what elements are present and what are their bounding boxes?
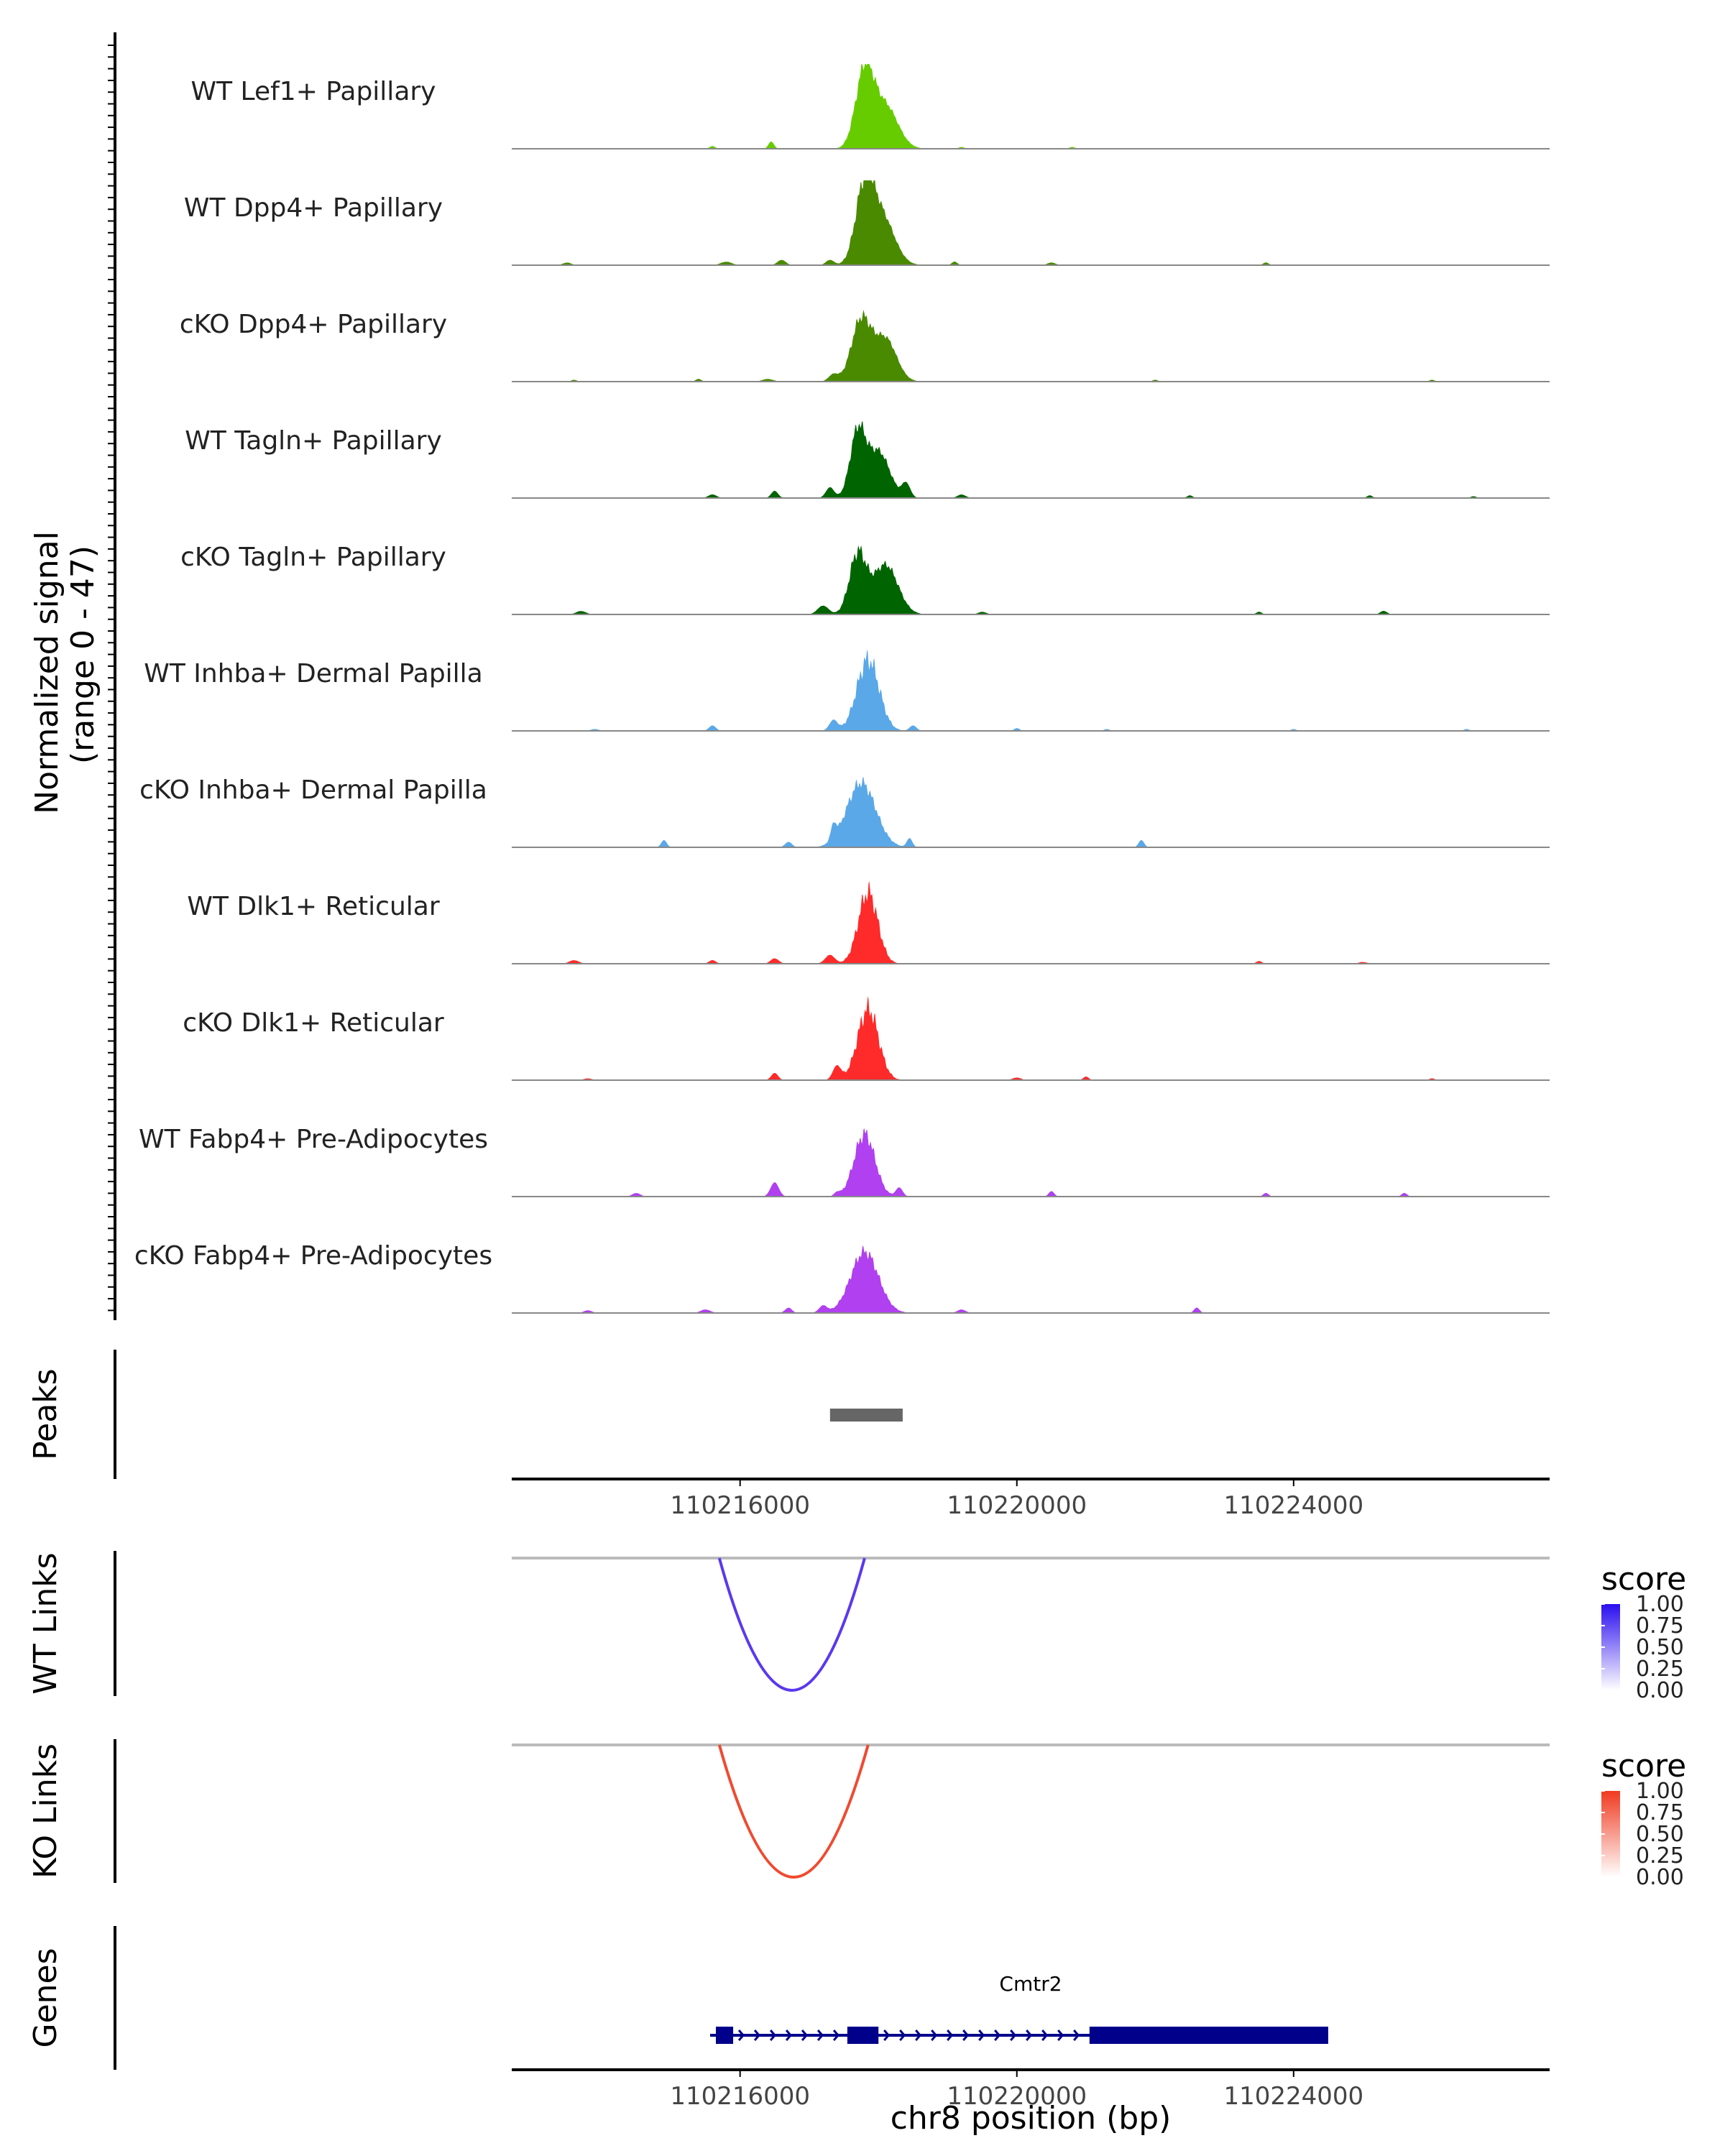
strand-arrow <box>947 2030 954 2041</box>
gene-exon <box>1089 2027 1328 2044</box>
x-tick-label: 110216000 <box>670 2082 810 2111</box>
strand-arrow <box>737 2030 745 2041</box>
strand-arrow <box>1026 2030 1033 2041</box>
legend-tick-label: 0.75 <box>1636 1800 1684 1825</box>
strand-arrow <box>832 2030 840 2041</box>
track-label: WT Lef1+ Papillary <box>191 77 436 106</box>
wt-links-panel: WT Links score 1.000.750.500.250.00 <box>27 1551 1686 1703</box>
legend-tick-label: 0.00 <box>1636 1678 1684 1703</box>
track-label: WT Inhba+ Dermal Papilla <box>144 659 482 688</box>
coverage-track: WT Dlk1+ Reticular <box>187 880 1550 964</box>
strand-arrow <box>1010 2030 1017 2041</box>
ko-link-arcs <box>717 1744 870 1879</box>
coverage-tracks: WT Lef1+ Papillary WT Dpp4+ Papillary cKO … <box>134 64 1550 1314</box>
strand-arrow <box>1041 2030 1049 2041</box>
peak-region-bar <box>829 1409 903 1422</box>
coverage-track: WT Dpp4+ Papillary <box>184 180 1550 266</box>
wt-link-arcs <box>717 1557 866 1692</box>
coverage-track: cKO Dlk1+ Reticular <box>183 995 1550 1081</box>
x-axis-title: chr8 position (bp) <box>891 2100 1172 2137</box>
signal-panel: Normalized signal (range 0 - 47) WT Lef1… <box>29 32 1550 1320</box>
strand-arrow <box>978 2030 985 2041</box>
signal-y-label: Normalized signal <box>29 531 65 814</box>
track-label: cKO Dlk1+ Reticular <box>183 1008 444 1038</box>
wt-links-label: WT Links <box>27 1552 64 1694</box>
strand-arrow <box>801 2030 809 2041</box>
strand-arrow <box>753 2030 761 2041</box>
coverage-track: cKO Tagln+ Papillary <box>180 543 1550 615</box>
gene-exon <box>847 2027 879 2044</box>
legend-tick-label: 0.75 <box>1636 1613 1684 1639</box>
peaks-label: Peaks <box>27 1368 64 1460</box>
strand-arrow <box>962 2030 970 2041</box>
coverage-track: cKO Dpp4+ Papillary <box>180 310 1550 382</box>
track-label: cKO Fabp4+ Pre-Adipocytes <box>134 1241 492 1271</box>
gene-model <box>709 2027 1328 2044</box>
strand-arrow <box>899 2030 906 2041</box>
strand-arrow <box>931 2030 938 2041</box>
strand-arrow <box>915 2030 922 2041</box>
coverage-track: WT Lef1+ Papillary <box>191 64 1550 149</box>
track-label: WT Dlk1+ Reticular <box>187 892 439 921</box>
legend-tick-label: 1.00 <box>1636 1592 1684 1617</box>
ko-links-label: KO Links <box>27 1743 64 1879</box>
coverage-track: WT Tagln+ Papillary <box>185 420 1550 499</box>
signal-y-ticks <box>108 45 115 1312</box>
track-label: cKO Inhba+ Dermal Papilla <box>139 775 487 805</box>
peaks-panel: Peaks 110216000 110220000 110224000 <box>27 1350 1550 1520</box>
strand-arrow <box>769 2030 777 2041</box>
coverage-track: WT Inhba+ Dermal Papilla <box>144 649 1550 732</box>
legend-tick-label: 0.50 <box>1636 1822 1684 1847</box>
coverage-track: cKO Inhba+ Dermal Papilla <box>139 775 1550 848</box>
coverage-track: WT Fabp4+ Pre-Adipocytes <box>139 1125 1550 1197</box>
ko-score-legend: score 1.000.750.500.250.00 <box>1601 1748 1686 1890</box>
peak-regions <box>829 1409 903 1422</box>
track-label: WT Dpp4+ Papillary <box>184 193 443 223</box>
genes-label: Genes <box>27 1948 64 2047</box>
x-tick-label: 110224000 <box>1223 2082 1363 2111</box>
legend-tick-label: 0.25 <box>1636 1657 1684 1682</box>
track-label: WT Tagln+ Papillary <box>185 426 442 456</box>
track-label: WT Fabp4+ Pre-Adipocytes <box>139 1125 488 1154</box>
peaks-x-ticks: 110216000 110220000 110224000 <box>670 1479 1363 1520</box>
gene-name-label: Cmtr2 <box>999 1972 1062 1996</box>
coverage-track: cKO Fabp4+ Pre-Adipocytes <box>134 1241 1550 1314</box>
strand-arrow <box>785 2030 793 2041</box>
legend-tick-label: 0.50 <box>1636 1635 1684 1660</box>
ko-legend-title: score <box>1601 1748 1686 1784</box>
x-tick-label: 110220000 <box>947 1491 1087 1520</box>
legend-tick-label: 0.00 <box>1636 1865 1684 1890</box>
x-tick-label: 110216000 <box>670 1491 810 1520</box>
strand-arrow <box>816 2030 824 2041</box>
signal-y-label-range: (range 0 - 47) <box>65 545 101 764</box>
strand-arrow <box>994 2030 1001 2041</box>
gene-exon <box>715 2027 734 2044</box>
track-label: cKO Dpp4+ Papillary <box>180 310 447 339</box>
x-tick-label: 110224000 <box>1223 1491 1363 1520</box>
track-label: cKO Tagln+ Papillary <box>180 543 446 572</box>
strand-arrow <box>1057 2030 1064 2041</box>
genes-x-ticks: 110216000 110220000 110224000 <box>670 2070 1363 2111</box>
ko-links-panel: KO Links score 1.000.750.500.250.00 <box>27 1739 1686 1890</box>
link-arc <box>717 1744 870 1879</box>
wt-score-legend: score 1.000.750.500.250.00 <box>1601 1561 1686 1703</box>
genes-panel: Genes Cmtr2 110216000 110220000 110224000 … <box>27 1926 1550 2137</box>
legend-tick-label: 1.00 <box>1636 1779 1684 1804</box>
legend-tick-label: 0.25 <box>1636 1843 1684 1869</box>
link-arc <box>717 1557 866 1692</box>
x-tick-label: 110220000 <box>947 2082 1087 2111</box>
wt-legend-title: score <box>1601 1561 1686 1598</box>
strand-arrow <box>883 2030 891 2041</box>
strand-arrow <box>1073 2030 1080 2041</box>
